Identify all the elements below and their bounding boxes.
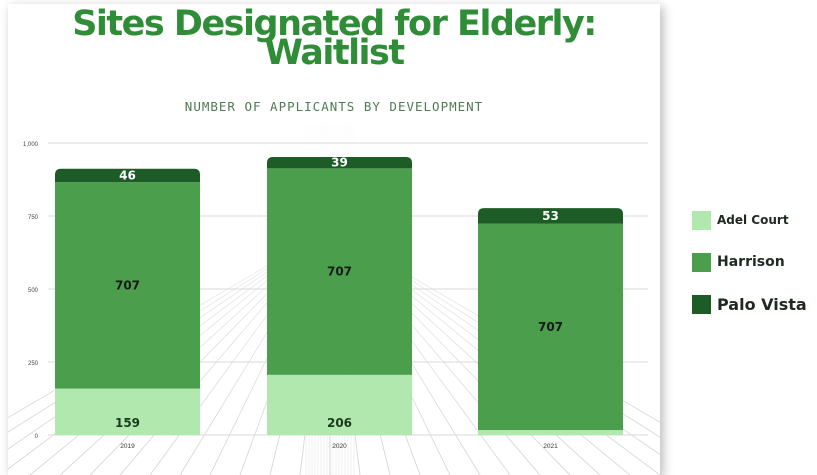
legend-item-palo-vista: Palo Vista: [692, 294, 807, 314]
data-label: 53: [542, 209, 559, 223]
data-label: 707: [115, 278, 140, 292]
bar-segment: [55, 182, 200, 389]
legend-swatch: [692, 252, 711, 272]
legend-item-harrison: Harrison: [692, 252, 807, 272]
bar-segment: [478, 223, 623, 431]
legend-label: Adel Court: [717, 213, 789, 227]
bar-segment: [267, 157, 412, 169]
legend-swatch: [692, 294, 711, 314]
y-tick-label: 250: [28, 361, 39, 367]
y-tick-label: 1,000: [23, 142, 39, 148]
bar-segment: [267, 168, 412, 375]
bar-segment: [55, 168, 200, 183]
chart-subtitle: NUMBER OF APPLICANTS BY DEVELOPMENT: [184, 99, 484, 114]
y-tick-label: 750: [28, 215, 39, 221]
legend-label: Harrison: [717, 254, 785, 270]
data-label: 206: [327, 416, 352, 430]
legend-swatch: [692, 210, 711, 230]
data-label: 159: [115, 416, 140, 430]
bars: 15970746206707391770753: [55, 156, 623, 435]
legend-label: Palo Vista: [717, 294, 807, 314]
x-tick-label: 2019: [120, 443, 135, 450]
x-axis: 2019 2020 2021: [120, 443, 558, 450]
legend: Adel Court Harrison Palo Vista: [692, 210, 807, 336]
bar-segment: [267, 374, 412, 435]
y-tick-label: 0: [35, 434, 39, 440]
legend-item-adel-court: Adel Court: [692, 210, 807, 230]
y-axis: 0 250 500 750 1,000: [23, 142, 39, 440]
bar-segment: [478, 430, 623, 435]
chart-title: Sites Designated for Elderly: Waitlist: [72, 4, 597, 73]
data-label: 707: [538, 320, 563, 334]
bar-segment: [55, 388, 200, 435]
x-tick-label: 2021: [543, 443, 558, 450]
data-label: 46: [119, 168, 136, 182]
y-tick-label: 500: [28, 288, 39, 294]
data-label: 39: [331, 156, 348, 170]
bar-segment: [478, 208, 623, 224]
x-tick-label: 2020: [332, 443, 347, 450]
data-label: 707: [327, 265, 352, 279]
